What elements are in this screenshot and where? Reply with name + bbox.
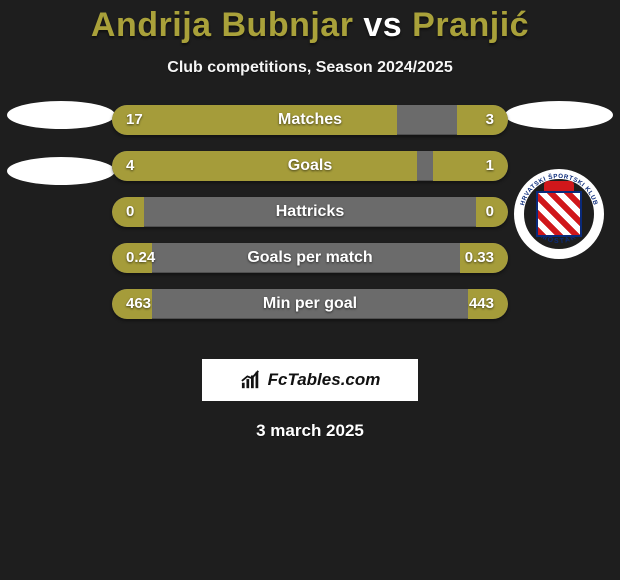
stat-value-right: 1 [486, 151, 494, 181]
title-right-player: Pranjić [412, 6, 529, 44]
right-player-avatar-placeholder [505, 101, 613, 129]
right-club-badge: HRVATSKI ŠPORTSKI KLUB MOSTAR [514, 169, 604, 259]
stat-label: Goals [112, 151, 508, 181]
left-player-avatar-placeholder [7, 101, 115, 129]
title-vs: vs [353, 6, 412, 44]
stat-label: Min per goal [112, 289, 508, 319]
title-left-player: Andrija Bubnjar [91, 6, 354, 44]
stat-label: Goals per match [112, 243, 508, 273]
stat-value-left: 0 [126, 197, 134, 227]
stat-row: Min per goal463 443 [112, 289, 508, 319]
stat-value-left: 4 [126, 151, 134, 181]
stat-label: Matches [112, 105, 508, 135]
stat-value-right: 0.33 [465, 243, 494, 273]
stat-value-left: 0.24 [126, 243, 155, 273]
left-player-column [6, 101, 116, 185]
date-text: 3 march 2025 [0, 421, 620, 441]
stat-row: Hattricks0 0 [112, 197, 508, 227]
stat-row: Goals per match0.24 0.33 [112, 243, 508, 273]
stat-row: Goals4 1 [112, 151, 508, 181]
comparison-card: Andrija Bubnjar vs Pranjić Club competit… [0, 0, 620, 580]
brand-text: FcTables.com [268, 370, 381, 390]
stat-value-right: 0 [486, 197, 494, 227]
stat-bars: Matches17 3 Goals4 1 Hattricks0 0 Goals per ma… [112, 105, 508, 335]
right-player-column: HRVATSKI ŠPORTSKI KLUB MOSTAR [504, 101, 614, 259]
brand-chart-icon [240, 370, 262, 390]
comparison-arena: HRVATSKI ŠPORTSKI KLUB MOSTAR Matches17 3… [0, 105, 620, 345]
badge-checker [536, 191, 582, 237]
subtitle: Club competitions, Season 2024/2025 [0, 59, 620, 77]
stat-row: Matches17 3 [112, 105, 508, 135]
left-club-logo-placeholder [7, 157, 115, 185]
stat-value-right: 3 [486, 105, 494, 135]
stat-value-left: 17 [126, 105, 143, 135]
stat-value-left: 463 [126, 289, 151, 319]
stat-label: Hattricks [112, 197, 508, 227]
brand-box[interactable]: FcTables.com [202, 359, 418, 401]
stat-value-right: 443 [469, 289, 494, 319]
page-title: Andrija Bubnjar vs Pranjić [0, 0, 620, 45]
